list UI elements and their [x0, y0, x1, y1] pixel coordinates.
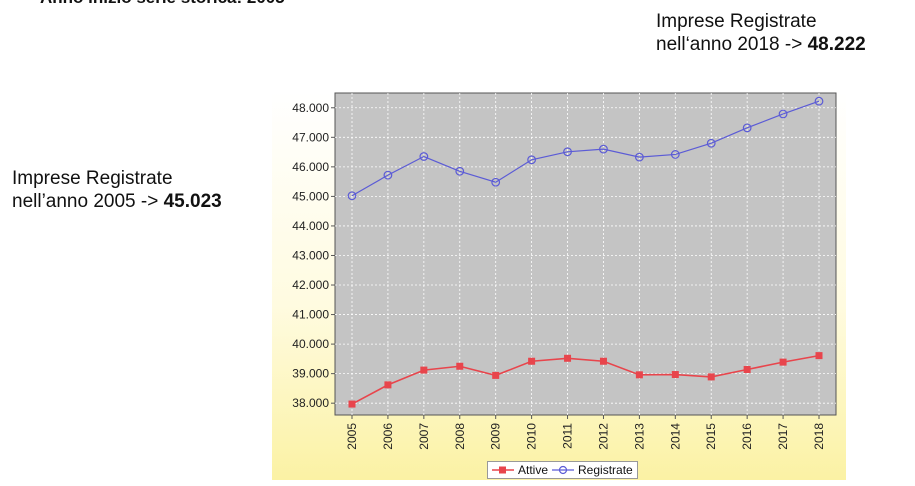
data-point-attive: [456, 362, 464, 370]
page-heading: Anno inizio serie storica: 2005: [40, 0, 285, 8]
series-attive: [348, 352, 823, 408]
data-point-attive: [348, 400, 356, 408]
y-tick-label: 45.000: [292, 189, 329, 203]
annotation-line: nell’anno 2005 -> 45.023: [12, 190, 222, 213]
data-point-attive: [779, 358, 787, 366]
data-point-attive: [671, 371, 679, 379]
series-line-attive: [351, 354, 820, 405]
legend-swatch-registrate: [552, 465, 575, 475]
x-tick-label: 2017: [776, 423, 790, 450]
data-point-attive: [635, 371, 643, 379]
y-tick-label: 48.000: [292, 101, 329, 115]
data-point-attive: [564, 354, 572, 362]
plot-area: [334, 92, 837, 416]
chart-legend: Attive Registrate: [487, 461, 638, 479]
x-tick-label: 2005: [345, 423, 359, 450]
x-tick-label: 2014: [668, 423, 682, 450]
x-tick-label: 2016: [740, 423, 754, 450]
data-point-registrate: [742, 123, 752, 133]
annotation-registrate-2018: Imprese Registrate nell‘anno 2018 -> 48.…: [656, 10, 866, 56]
x-tick-label: 2008: [453, 423, 467, 450]
x-tick-label: 2011: [561, 423, 575, 449]
data-point-attive: [815, 352, 823, 360]
data-point-registrate: [634, 152, 644, 162]
series-line-registrate: [351, 100, 820, 197]
annotation-text: nell’anno 2005 ->: [12, 191, 164, 212]
y-tick-label: 39.000: [292, 367, 329, 381]
data-point-registrate: [599, 144, 608, 154]
legend-label-attive: Attive: [518, 463, 549, 477]
y-tick-label: 46.000: [292, 160, 329, 174]
data-point-registrate: [814, 96, 824, 106]
annotation-line: nell‘anno 2018 -> 48.222: [656, 33, 866, 56]
x-tick-label: 2007: [417, 423, 431, 450]
y-tick-label: 47.000: [292, 130, 329, 144]
data-point-registrate: [347, 191, 357, 201]
x-tick-label: 2018: [812, 423, 826, 450]
data-point-attive: [492, 371, 500, 379]
x-tick-label: 2010: [525, 423, 539, 450]
x-tick-label: 2012: [596, 423, 610, 450]
data-point-registrate: [670, 150, 680, 159]
annotation-text: nell‘anno 2018 ->: [656, 34, 808, 55]
data-point-registrate: [455, 166, 465, 176]
data-point-attive: [707, 373, 715, 381]
data-point-attive: [743, 366, 751, 374]
y-axis: 38.000 39.000 40.000 41.000 42.000 43.000 44.0…: [292, 101, 335, 410]
data-point-registrate: [778, 109, 788, 119]
y-tick-label: 42.000: [292, 278, 329, 292]
x-tick-label: 2009: [489, 423, 503, 450]
y-tick-label: 44.000: [292, 219, 329, 233]
data-point-registrate: [383, 170, 393, 180]
annotation-line: Imprese Registrate: [12, 168, 173, 189]
data-point-attive: [599, 357, 607, 365]
legend-label-registrate: Registrate: [578, 463, 633, 477]
data-point-registrate: [419, 152, 429, 161]
x-tick-label: 2015: [704, 423, 718, 450]
data-point-registrate: [706, 138, 716, 148]
annotation-value: 48.222: [807, 34, 866, 55]
grid-lines: [335, 93, 836, 415]
y-tick-label: 41.000: [292, 308, 329, 322]
x-tick-label: 2006: [381, 423, 395, 450]
annotation-value: 45.023: [163, 191, 222, 212]
data-point-registrate: [491, 177, 501, 187]
annotation-registrate-2005: Imprese Registrate nell’anno 2005 -> 45.…: [12, 167, 222, 213]
series-registrate: [347, 96, 824, 201]
data-point-attive: [420, 366, 428, 374]
data-point-registrate: [527, 155, 537, 165]
annotation-line: Imprese Registrate: [656, 11, 817, 32]
x-tick-label: 2013: [632, 423, 646, 450]
data-point-registrate: [563, 147, 572, 157]
data-point-attive: [384, 381, 392, 389]
data-point-attive: [528, 357, 536, 365]
y-tick-label: 43.000: [292, 248, 329, 262]
y-tick-label: 40.000: [292, 337, 329, 351]
x-axis: 2005 2006 2007 2008 2009 2010 2011 2012 2013 2014…: [345, 415, 826, 450]
legend-swatch-attive: [492, 466, 514, 474]
y-tick-label: 38.000: [292, 396, 329, 410]
